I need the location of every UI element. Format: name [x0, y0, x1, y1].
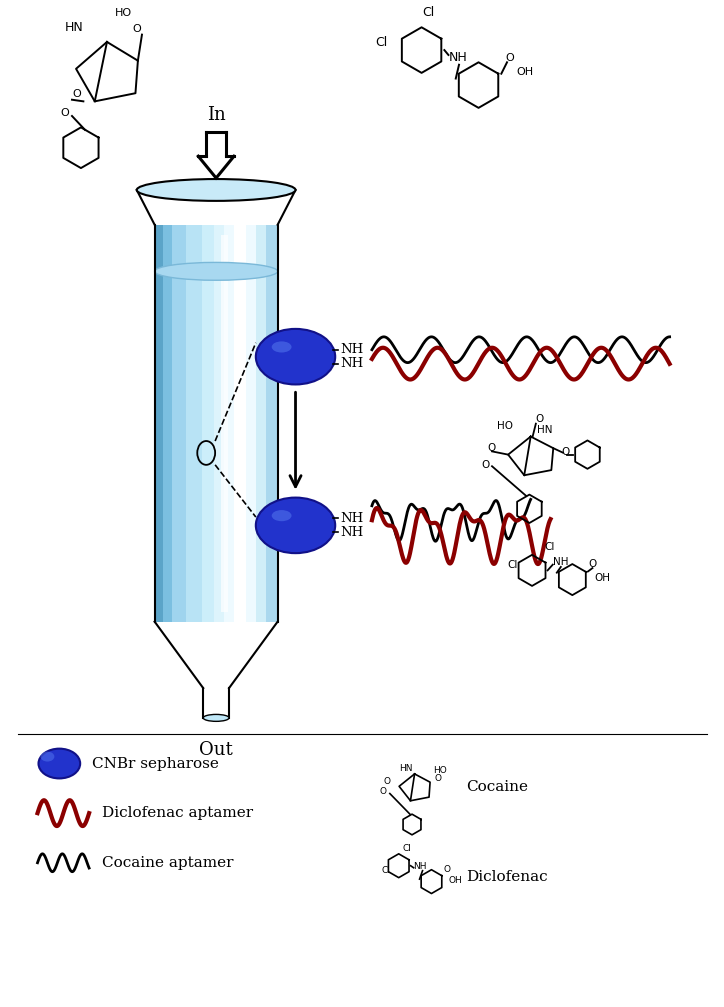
Text: CNBr sepharose: CNBr sepharose	[92, 756, 219, 770]
Text: O: O	[384, 776, 391, 785]
Text: O: O	[132, 24, 140, 34]
Text: Diclofenac: Diclofenac	[466, 870, 548, 884]
Bar	[221, 235, 228, 611]
Text: O: O	[72, 90, 81, 100]
Text: O: O	[536, 414, 544, 424]
Text: In: In	[207, 107, 225, 125]
Text: Cocaine aptamer: Cocaine aptamer	[102, 856, 234, 870]
Text: NH: NH	[340, 526, 363, 539]
Text: Cl: Cl	[382, 866, 391, 875]
Text: Cl: Cl	[403, 844, 411, 853]
Text: Cocaine: Cocaine	[466, 780, 529, 795]
Text: NH: NH	[413, 862, 427, 871]
Ellipse shape	[38, 748, 80, 778]
Text: O: O	[443, 865, 450, 874]
Bar	[246, 225, 256, 621]
Bar	[256, 225, 266, 621]
Bar	[224, 225, 234, 621]
Text: HN: HN	[64, 20, 83, 33]
Text: O: O	[379, 787, 387, 797]
Text: O: O	[589, 559, 597, 569]
Text: Cl: Cl	[422, 6, 434, 19]
Text: Cl: Cl	[508, 560, 518, 570]
Text: HO: HO	[497, 421, 513, 431]
Bar	[202, 225, 214, 621]
Text: Out: Out	[199, 741, 233, 758]
Text: OH: OH	[448, 876, 462, 884]
Text: O: O	[61, 108, 70, 118]
Text: O: O	[505, 52, 514, 62]
Text: Cl: Cl	[375, 36, 387, 49]
Bar	[172, 225, 186, 621]
Text: NH: NH	[340, 357, 363, 371]
Text: O: O	[487, 443, 496, 453]
Ellipse shape	[203, 714, 229, 721]
Text: NH: NH	[552, 557, 568, 567]
Bar	[186, 225, 202, 621]
Text: HN: HN	[537, 425, 552, 435]
Text: Cl: Cl	[544, 542, 555, 552]
Text: O: O	[481, 459, 489, 469]
Text: O: O	[562, 447, 570, 456]
Text: HO: HO	[433, 766, 447, 775]
Text: HO: HO	[115, 8, 132, 18]
Bar	[266, 225, 277, 621]
Text: NH: NH	[448, 50, 467, 63]
Ellipse shape	[137, 179, 295, 200]
Text: OH: OH	[517, 67, 534, 78]
Text: HN: HN	[399, 764, 413, 773]
Ellipse shape	[272, 341, 292, 352]
Text: Diclofenac aptamer: Diclofenac aptamer	[102, 807, 253, 820]
Bar	[234, 225, 246, 621]
Text: OH: OH	[594, 573, 610, 583]
Bar	[155, 225, 163, 621]
Ellipse shape	[256, 329, 335, 385]
Bar	[214, 225, 224, 621]
Ellipse shape	[256, 497, 335, 553]
Text: O: O	[434, 774, 441, 783]
Ellipse shape	[155, 263, 277, 280]
Ellipse shape	[272, 511, 292, 522]
Text: NH: NH	[340, 343, 363, 356]
Ellipse shape	[41, 751, 54, 761]
Text: NH: NH	[340, 512, 363, 525]
Bar	[163, 225, 172, 621]
